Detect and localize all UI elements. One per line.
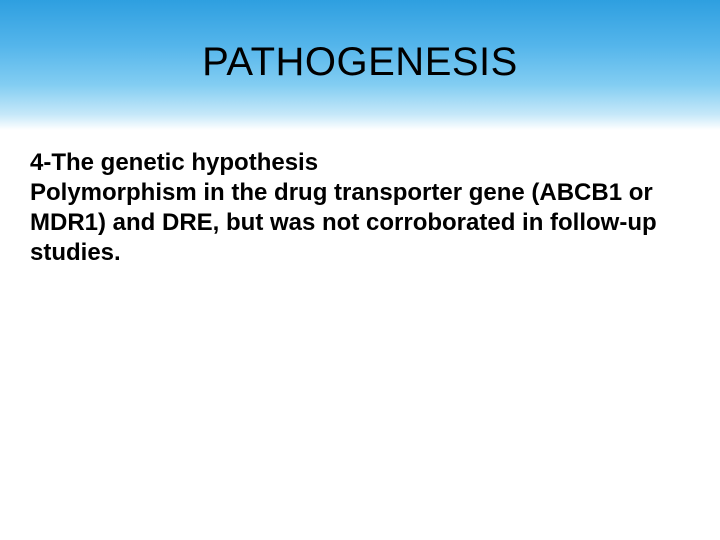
body-area: 4-The genetic hypothesis Polymorphism in…	[0, 130, 720, 268]
title-band: PATHOGENESIS	[0, 0, 720, 130]
slide-title: PATHOGENESIS	[202, 40, 518, 85]
body-line-2: Polymorphism in the drug transporter gen…	[30, 178, 690, 268]
body-line-1: 4-The genetic hypothesis	[30, 148, 690, 178]
slide: PATHOGENESIS 4-The genetic hypothesis Po…	[0, 0, 720, 540]
body-text: 4-The genetic hypothesis Polymorphism in…	[30, 148, 690, 268]
